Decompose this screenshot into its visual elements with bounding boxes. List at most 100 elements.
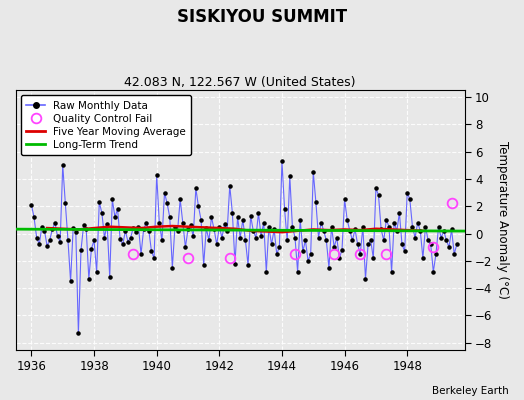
Point <box>233 214 242 220</box>
Point <box>30 214 38 220</box>
Point <box>126 234 135 241</box>
Point <box>64 237 72 244</box>
Point <box>445 244 453 250</box>
Point <box>432 251 440 257</box>
Point <box>320 228 328 234</box>
Point <box>283 237 291 244</box>
Point <box>270 226 278 233</box>
Point <box>85 275 93 282</box>
Point <box>184 226 192 233</box>
Point <box>304 258 312 264</box>
Point <box>74 330 83 336</box>
Point <box>163 200 171 207</box>
Point <box>421 224 430 230</box>
Point <box>400 248 409 254</box>
Point <box>108 196 116 202</box>
Point <box>249 228 257 234</box>
Point <box>43 243 51 249</box>
Point <box>166 214 174 220</box>
Y-axis label: Temperature Anomaly (°C): Temperature Anomaly (°C) <box>496 141 509 299</box>
Point <box>369 255 377 261</box>
Point <box>40 228 49 234</box>
Point <box>392 228 401 234</box>
Point <box>147 248 156 254</box>
Point <box>406 196 414 202</box>
Point <box>173 228 182 234</box>
Point <box>246 212 255 219</box>
Point <box>429 268 438 275</box>
Point <box>56 238 64 245</box>
Point <box>328 224 336 230</box>
Point <box>92 268 101 275</box>
Point <box>152 172 161 178</box>
Point <box>137 251 145 257</box>
Point <box>427 241 435 248</box>
Point <box>179 220 187 226</box>
Point <box>197 217 205 223</box>
Point <box>419 255 427 261</box>
Point <box>286 173 294 179</box>
Point <box>395 210 403 216</box>
Point <box>288 224 297 230</box>
Point <box>377 226 385 233</box>
Point <box>116 236 124 242</box>
Point <box>366 237 375 244</box>
Point <box>35 241 43 248</box>
Point <box>301 237 310 244</box>
Point <box>189 233 198 240</box>
Point <box>103 221 111 227</box>
Point <box>262 268 270 275</box>
Point <box>413 220 422 226</box>
Point <box>280 206 289 212</box>
Point <box>61 200 70 207</box>
Point <box>424 237 432 244</box>
Point <box>354 241 362 248</box>
Point <box>267 241 276 248</box>
Point <box>379 237 388 244</box>
Legend: Raw Monthly Data, Quality Control Fail, Five Year Moving Average, Long-Term Tren: Raw Monthly Data, Quality Control Fail, … <box>21 95 191 155</box>
Point <box>442 237 451 244</box>
Point <box>181 244 190 250</box>
Point <box>382 217 390 223</box>
Point <box>241 237 249 244</box>
Point <box>265 224 273 230</box>
Point <box>291 234 299 241</box>
Point <box>228 210 236 216</box>
Point <box>97 210 106 216</box>
Point <box>88 245 96 252</box>
Point <box>374 192 383 198</box>
Point <box>225 182 234 189</box>
Point <box>223 228 232 234</box>
Text: SISKIYOU SUMMIT: SISKIYOU SUMMIT <box>177 8 347 26</box>
Point <box>348 237 357 244</box>
Point <box>121 228 129 234</box>
Point <box>411 234 419 241</box>
Point <box>398 241 406 248</box>
Text: Berkeley Earth: Berkeley Earth <box>432 386 508 396</box>
Point <box>210 226 219 233</box>
Point <box>187 222 195 228</box>
Point <box>361 275 369 282</box>
Point <box>358 224 367 230</box>
Point <box>325 264 333 271</box>
Point <box>272 251 281 257</box>
Point <box>82 226 91 233</box>
Point <box>341 196 349 202</box>
Point <box>333 234 341 241</box>
Point <box>309 169 318 175</box>
Point <box>139 226 148 233</box>
Point <box>176 196 184 202</box>
Point <box>259 220 268 226</box>
Point <box>95 199 103 205</box>
Point <box>38 224 46 230</box>
Point <box>218 234 226 241</box>
Point <box>205 237 213 244</box>
Point <box>346 228 354 234</box>
Point <box>364 241 372 248</box>
Point <box>27 202 36 208</box>
Point <box>208 214 216 220</box>
Point <box>372 185 380 192</box>
Point <box>150 255 158 261</box>
Point <box>129 225 137 231</box>
Point <box>69 225 78 231</box>
